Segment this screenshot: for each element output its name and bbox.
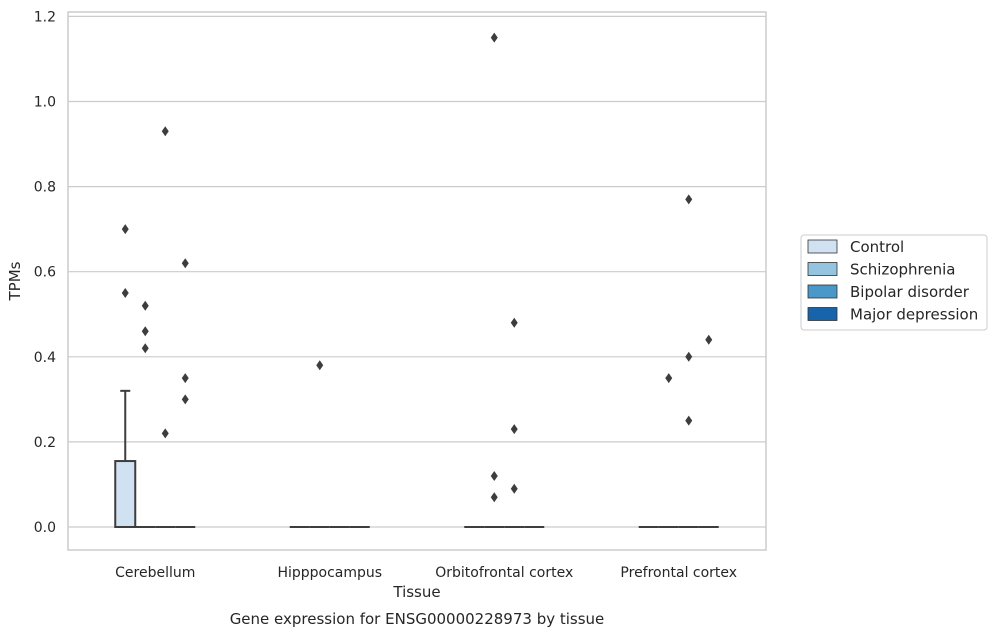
legend-swatch — [807, 307, 838, 321]
box-control — [114, 389, 137, 528]
outlier-point — [665, 373, 673, 384]
plot-area — [67, 11, 767, 551]
legend-swatch — [807, 239, 838, 254]
x-axis-ticks: Cerebellum Hipppocampus Orbitofrontal cort… — [115, 565, 737, 581]
outlier-point — [685, 415, 693, 426]
y-tick-label: 0.2 — [34, 435, 56, 451]
y-axis-label: TPMs — [6, 261, 24, 301]
outlier-point — [121, 224, 129, 235]
legend-frame — [800, 234, 988, 331]
outlier-point — [181, 258, 189, 269]
legend-swatch — [807, 284, 838, 299]
outlier-point — [181, 373, 189, 384]
x-tick-label: Prefrontal cortex — [620, 565, 737, 581]
legend-entry: Major depression — [850, 306, 978, 324]
chart-caption: Gene expression for ENSG00000228973 by t… — [230, 610, 605, 628]
x-tick-label: Hipppocampus — [277, 565, 382, 581]
legend: Control Schizophrenia Bipolar disorder Majo… — [800, 234, 988, 331]
y-tick-label: 1.0 — [34, 95, 56, 111]
y-tick-label: 0.6 — [34, 265, 56, 281]
y-axis-ticks: 0.0 0.2 0.4 0.6 0.8 1.0 1.2 — [34, 9, 56, 536]
outliers — [121, 32, 713, 503]
legend-entry: Control — [850, 238, 904, 256]
outlier-point — [490, 470, 498, 481]
outlier-point — [705, 334, 713, 345]
y-tick-label: 0.0 — [34, 520, 56, 536]
outlier-point — [121, 287, 129, 298]
outlier-point — [181, 394, 189, 405]
outlier-point — [490, 492, 498, 503]
legend-swatch — [807, 262, 838, 276]
legend-entry: Bipolar disorder — [850, 283, 970, 301]
y-tick-label: 0.4 — [34, 350, 56, 366]
y-tick-label: 1.2 — [34, 9, 56, 25]
box-body — [114, 460, 137, 528]
outlier-point — [161, 428, 169, 439]
outlier-point — [510, 317, 518, 328]
gridlines — [68, 15, 766, 528]
outlier-point — [685, 351, 693, 362]
x-tick-label: Cerebellum — [115, 565, 195, 581]
outlier-point — [141, 343, 149, 354]
x-axis-label: Tissue — [392, 583, 440, 601]
boxes — [114, 389, 719, 528]
outlier-point — [685, 194, 693, 205]
outlier-point — [161, 126, 169, 137]
y-tick-label: 0.8 — [34, 180, 56, 196]
x-tick-label: Orbitofrontal cortex — [435, 565, 573, 581]
outlier-point — [510, 483, 518, 494]
outlier-point — [490, 32, 498, 43]
legend-entry: Schizophrenia — [850, 261, 955, 279]
outlier-point — [510, 424, 518, 435]
outlier-point — [316, 360, 324, 371]
outlier-point — [141, 300, 149, 311]
outlier-point — [141, 326, 149, 337]
